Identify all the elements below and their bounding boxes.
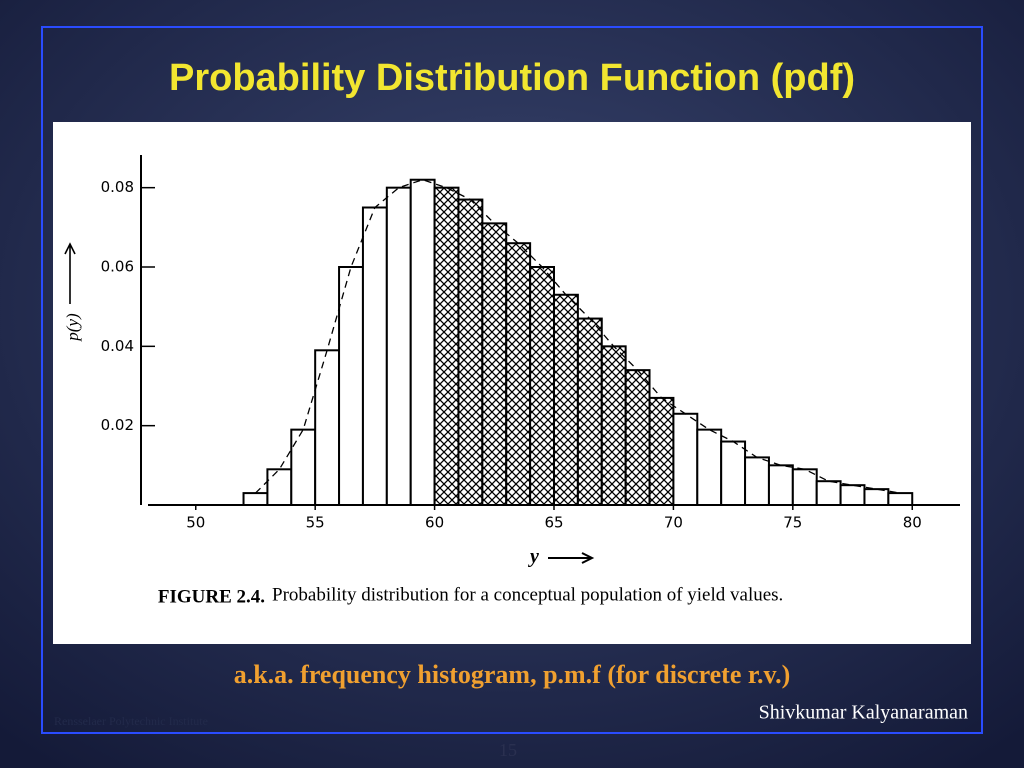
x-tick-label: 55: [306, 514, 325, 532]
bar: [290, 428, 317, 506]
bar: [505, 242, 532, 506]
y-tick-label: 0.04: [101, 337, 134, 355]
page-number: 15: [499, 740, 517, 760]
bar: [338, 266, 364, 506]
x-tick-label: 65: [544, 514, 563, 532]
bar: [720, 440, 747, 506]
bar: [839, 484, 866, 506]
bar: [529, 266, 556, 506]
bar: [791, 468, 818, 506]
x-tick-label: 60: [425, 514, 444, 532]
bar: [696, 428, 723, 506]
bar: [433, 186, 460, 507]
subtitle: a.k.a. frequency histogram, p.m.f (for d…: [234, 660, 791, 689]
density-curve: [255, 179, 901, 494]
bar: [744, 456, 770, 506]
x-axis-label: y: [528, 546, 539, 568]
bar: [863, 488, 890, 506]
bar: [648, 396, 675, 506]
x-arrow: [548, 552, 595, 564]
bar: [672, 412, 699, 506]
x-tick-label: 50: [186, 514, 205, 532]
bar: [624, 369, 651, 506]
chart: FIGURE 2.4. Probability distribution for…: [63, 155, 960, 607]
x-tick-label: 70: [664, 514, 683, 532]
bar: [815, 480, 842, 507]
y-tick-label: 0.02: [101, 416, 134, 434]
bar: [600, 345, 627, 507]
bar: [314, 349, 341, 506]
bar: [361, 206, 388, 506]
y-arrow: [64, 242, 76, 304]
bar: [385, 186, 412, 507]
bar: [266, 468, 293, 506]
y-tick-label: 0.06: [101, 258, 134, 276]
caption: Probability distribution for a conceptua…: [272, 584, 783, 605]
slide-title: Probability Distribution Function (pdf): [169, 57, 855, 99]
x-tick-label: 80: [903, 514, 922, 532]
y-tick-label: 0.08: [101, 178, 134, 196]
bar: [457, 198, 484, 506]
institution: Rensselaer Polytechnic Institute: [54, 714, 208, 728]
slide-border: [41, 26, 983, 734]
figure-number: FIGURE 2.4.: [158, 586, 265, 607]
bar: [242, 492, 269, 507]
bar: [409, 178, 436, 506]
bar: [887, 492, 914, 507]
bar: [481, 222, 508, 506]
x-tick-label: 75: [783, 514, 802, 532]
author: Shivkumar Kalyanaraman: [759, 702, 968, 724]
y-axis-label: p(y): [63, 313, 82, 342]
bar: [576, 317, 603, 507]
bar: [553, 293, 579, 506]
bar: [767, 464, 794, 507]
